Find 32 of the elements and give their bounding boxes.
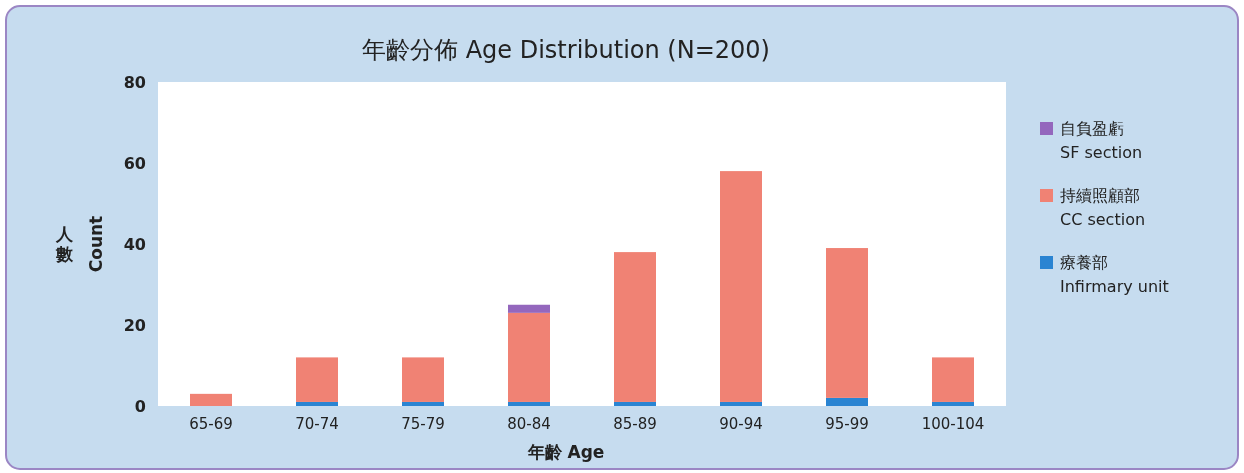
- bar: [508, 401, 550, 406]
- bar: [402, 401, 444, 406]
- y-tick-label: 60: [123, 153, 146, 173]
- x-tick-label: 100-104: [921, 415, 985, 433]
- y-tick-label: 0: [134, 396, 146, 416]
- bar: [190, 393, 232, 406]
- bar: [296, 357, 338, 402]
- y-tick-label: 80: [123, 72, 146, 92]
- y-tick-label: 20: [123, 315, 146, 335]
- bar: [720, 171, 762, 402]
- bar: [402, 357, 444, 402]
- x-tick-label: 80-84: [507, 415, 551, 433]
- bar: [826, 248, 868, 398]
- bar: [932, 357, 974, 402]
- legend-label: 療養部 Infirmary unit: [1060, 252, 1169, 296]
- bar: [614, 401, 656, 406]
- bar: [826, 397, 868, 406]
- x-tick-label: 75-79: [401, 415, 445, 433]
- bar: [296, 401, 338, 406]
- y-tick-label: 40: [123, 234, 146, 254]
- x-tick-label: 85-89: [613, 415, 657, 433]
- x-axis-title: 年齡 Age: [526, 442, 605, 462]
- x-tick-label: 90-94: [719, 415, 763, 433]
- x-tick-label: 95-99: [825, 415, 869, 433]
- bar: [614, 252, 656, 402]
- legend-label: 持續照顧部 CC section: [1060, 185, 1146, 229]
- bar: [720, 401, 762, 406]
- chart-title: 年齡分佈 Age Distribution (N=200): [362, 36, 770, 64]
- legend-label: 自負盈虧 SF section: [1060, 118, 1143, 162]
- x-tick-label: 70-74: [295, 415, 339, 433]
- bar: [932, 401, 974, 406]
- x-tick-label: 65-69: [189, 415, 233, 433]
